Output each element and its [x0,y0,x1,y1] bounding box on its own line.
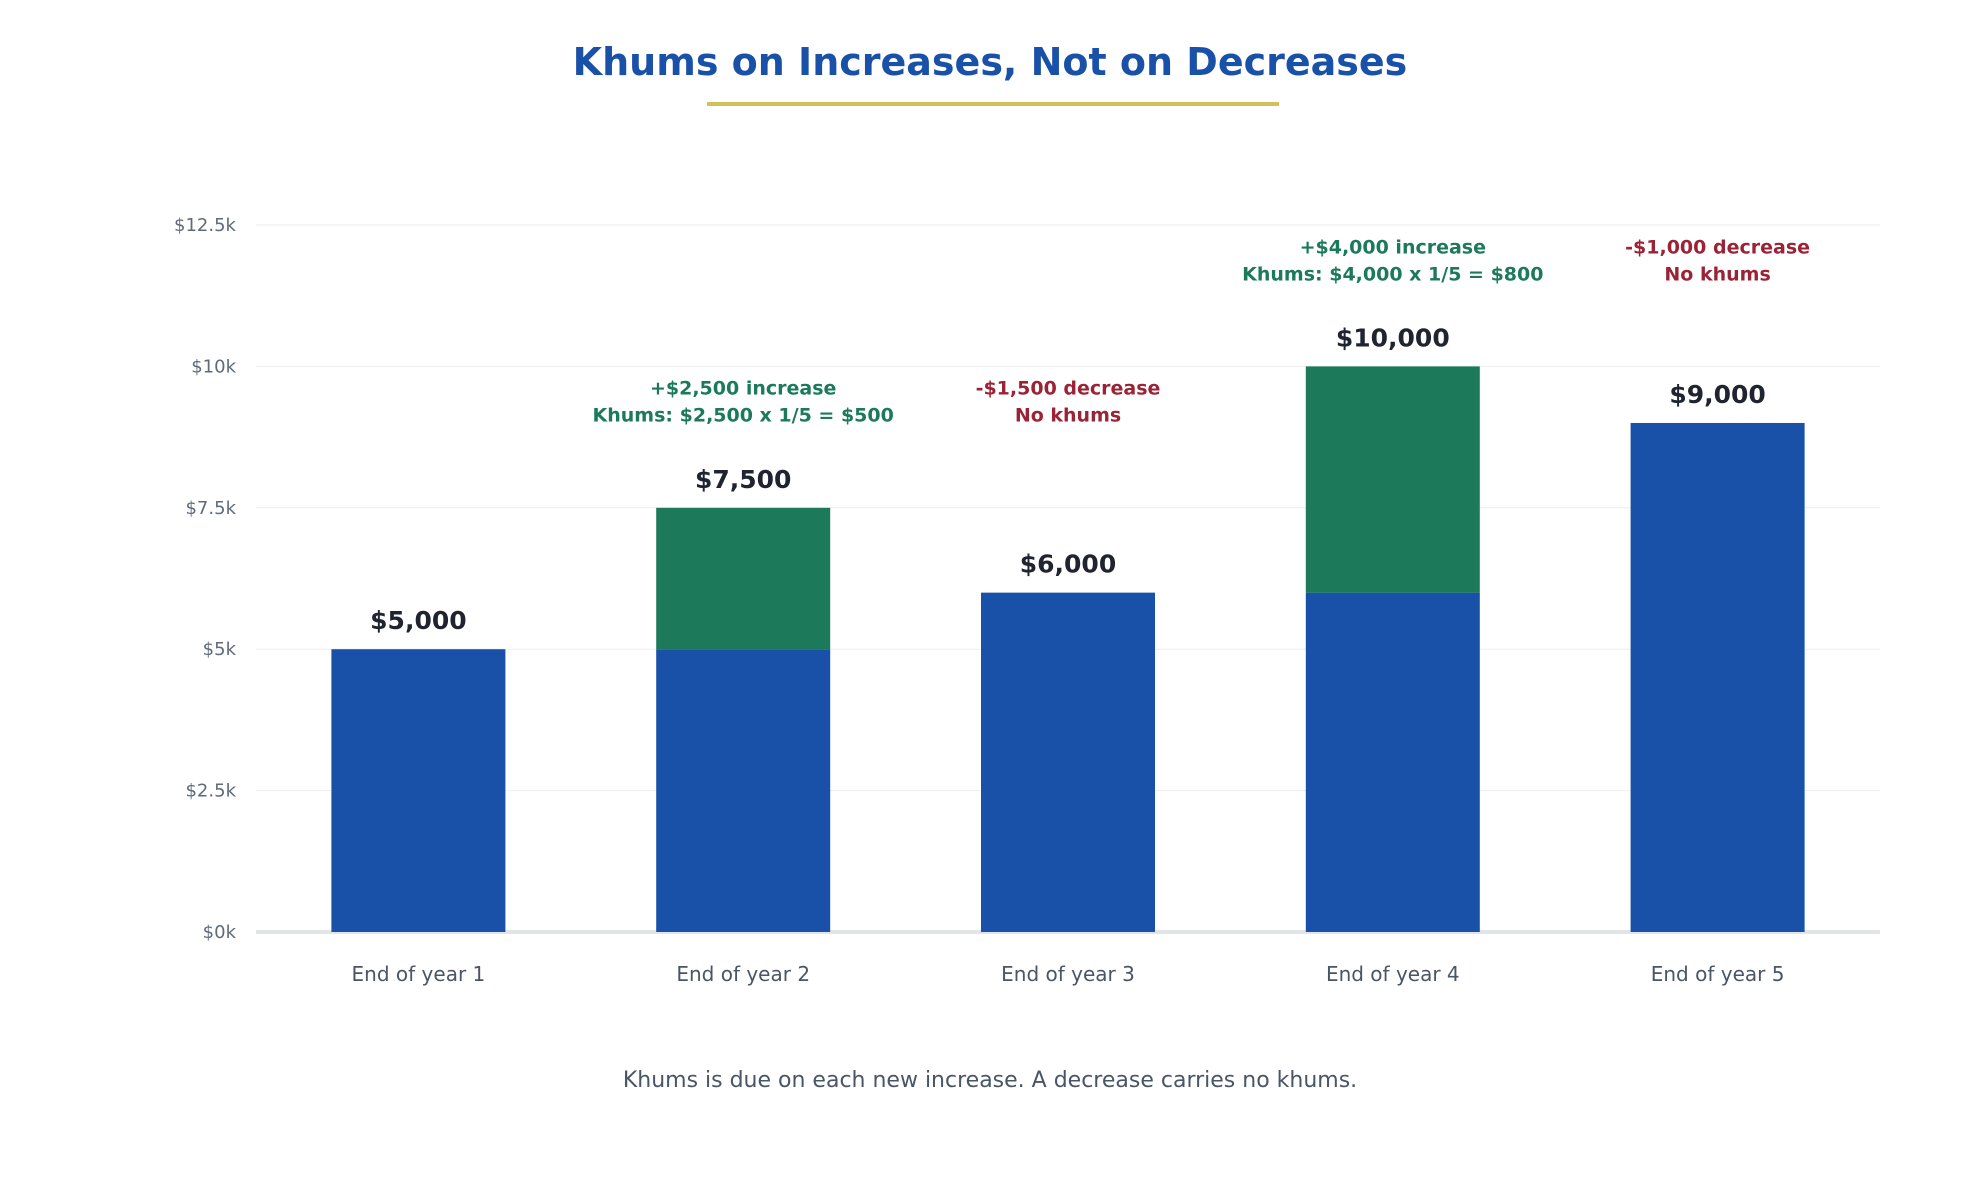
decrease-annotation: -$1,000 decrease [1625,236,1810,258]
y-tick-label: $5k [203,639,237,660]
x-category-label: End of year 5 [1651,962,1785,986]
label-layer: $0k $2.5k $5k $7.5k $10k $12.5k $5,000 End of y… [174,215,1810,986]
bar-increase [656,507,831,650]
increase-annotation: +$4,000 increase [1300,236,1486,258]
bar-base [656,649,831,932]
x-category-label: End of year 3 [1001,962,1135,986]
bar-value-label: $10,000 [1336,323,1450,352]
increase-annotation: +$2,500 increase [650,378,836,400]
y-tick-label: $12.5k [174,215,237,236]
bar-base [1305,592,1480,932]
increase-annotation: Khums: $4,000 x 1/5 = $800 [1242,263,1543,285]
y-tick-label: $0k [203,922,237,943]
y-tick-label: $2.5k [185,781,236,802]
title-underline [707,102,1279,106]
x-category-label: End of year 4 [1326,962,1460,986]
chart-title: Khums on Increases, Not on Decreases [572,40,1408,84]
decrease-annotation: No khums [1015,405,1121,427]
bar-base [331,649,506,932]
bar-value-label: $5,000 [370,606,466,635]
bar-value-label: $9,000 [1669,380,1765,409]
chart-note: Khums is due on each new increase. A dec… [622,1068,1358,1093]
x-category-label: End of year 2 [676,962,810,986]
y-tick-label: $10k [191,356,236,377]
bar-value-label: $6,000 [1020,550,1116,579]
x-category-label: End of year 1 [352,962,486,986]
decrease-annotation: -$1,500 decrease [976,378,1161,400]
decrease-annotation: No khums [1664,263,1770,285]
bar-base [981,592,1155,932]
bar-base [1630,422,1805,932]
bar-increase [1305,366,1480,593]
y-tick-label: $7.5k [185,498,236,519]
bar-value-label: $7,500 [695,465,791,494]
bar-layer [331,366,1805,932]
increase-annotation: Khums: $2,500 x 1/5 = $500 [593,405,894,427]
